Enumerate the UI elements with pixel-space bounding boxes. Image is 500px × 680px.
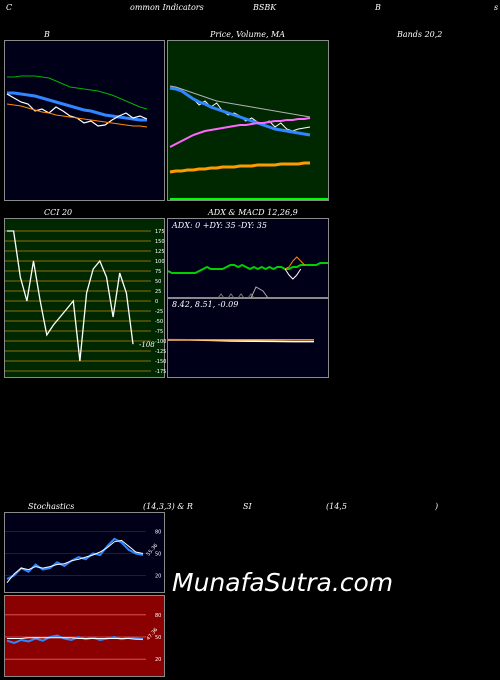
stochastics-tick-label: 20	[155, 573, 161, 579]
cci-chart: 175 150 125 100 75 50 25 0 -25 -50 -75 -100 -125 -150…	[5, 229, 166, 375]
stochastics-tick-label: 50	[155, 552, 161, 558]
rsi-tick-label: 80	[155, 613, 161, 619]
bollinger-bands-chart	[6, 75, 148, 128]
stochastics-k-line	[6, 537, 144, 580]
bands-panel-title-b: B	[44, 30, 50, 39]
cci-tick-label: 50	[155, 279, 161, 285]
header-symbol: BSBK	[253, 3, 277, 12]
adx-histogram-line	[250, 286, 269, 299]
cci-panel: 175 150 125 100 75 50 25 0 -25 -50 -75 -100 -125 -150…	[4, 218, 166, 378]
header-right: B	[375, 3, 381, 12]
cci-tick-label: -75	[155, 329, 163, 335]
ma-orange-line	[169, 161, 310, 174]
ma-pink-line	[169, 117, 311, 148]
header-left: C	[6, 3, 13, 12]
stochastics-panel: 80 50 20 55.36	[4, 512, 165, 593]
stoch-title-d: (14,5	[326, 502, 347, 511]
adx-plus-dy-line	[168, 262, 328, 274]
adx-chart	[168, 256, 328, 299]
upper-band-line	[7, 75, 148, 110]
price-volume-ma-panel	[167, 40, 329, 201]
bollinger-bands-panel	[4, 40, 165, 201]
adx-signal-line	[284, 256, 305, 270]
lower-band-line	[6, 103, 148, 128]
cci-panel-title: CCI 20	[44, 208, 73, 217]
cci-tick-label: 0	[155, 299, 158, 305]
stoch-title-b: (14,3,3) & R	[143, 502, 193, 511]
bands-panel-title: Bands 20,2	[397, 30, 443, 39]
rsi-d-line	[7, 637, 143, 640]
stochastics-tick-label: 80	[155, 530, 161, 536]
ma-grey-line	[169, 85, 311, 118]
ma-blue-line	[169, 86, 311, 137]
cci-tick-label: -25	[155, 309, 163, 315]
cci-tick-label: -175	[155, 369, 166, 375]
stochastics-d-line	[6, 539, 144, 584]
macd-chart	[168, 338, 314, 343]
adx-panel: ADX: 0 +DY: 35 -DY: 35	[167, 218, 329, 299]
rsi-tick-label: 20	[155, 657, 161, 663]
stoch-title-a: Stochastics	[28, 502, 75, 511]
cci-tick-label: -50	[155, 319, 163, 325]
adx-bump	[217, 293, 225, 299]
cci-tick-label: -150	[155, 359, 166, 365]
price-line	[6, 93, 148, 127]
cci-tick-label: 125	[155, 249, 165, 255]
price-volume-ma-chart	[169, 85, 328, 200]
adx-bump	[247, 293, 255, 299]
cci-tick-label: 175	[155, 229, 165, 235]
rsi-panel: 80 50 20 47.36	[4, 595, 165, 677]
middle-band-line	[7, 91, 147, 122]
adx-macd-panel-title: ADX & MACD 12,26,9	[208, 208, 298, 217]
adx-minus-dy-line	[284, 268, 302, 280]
cci-tick-label: -100	[155, 339, 166, 345]
cci-tick-label: -125	[155, 349, 166, 355]
cci-line	[7, 230, 134, 362]
rsi-tick-label: 50	[155, 635, 161, 641]
cci-tick-label: 75	[155, 269, 161, 275]
header-center: ommon Indicators	[130, 3, 204, 12]
cci-value-label: -108	[139, 341, 155, 349]
macd-panel: 8.42, 8.51, -0.09	[167, 298, 329, 378]
cci-tick-label: 100	[155, 259, 165, 265]
price-panel-title: Price, Volume, MA	[210, 30, 286, 39]
adx-values-text: ADX: 0 +DY: 35 -DY: 35	[172, 221, 267, 230]
watermark: MunafaSutra.com	[172, 568, 394, 597]
header-far-right: s	[494, 3, 499, 12]
macd-values-text: 8.42, 8.51, -0.09	[172, 300, 239, 309]
cci-tick-label: 150	[155, 239, 165, 245]
adx-bump	[227, 293, 235, 299]
stoch-title-c: SI	[243, 502, 252, 511]
cci-tick-label: 25	[155, 289, 161, 295]
stoch-title-e: )	[435, 502, 439, 511]
adx-bump	[237, 293, 245, 299]
